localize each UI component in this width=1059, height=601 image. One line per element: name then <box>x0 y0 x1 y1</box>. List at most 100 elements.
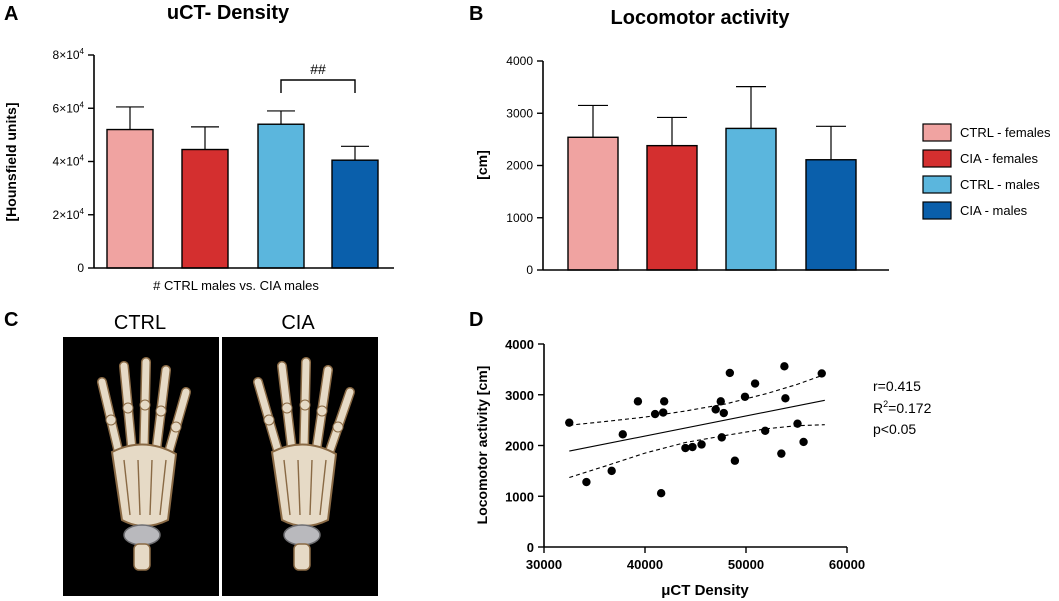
panel-d-chart: Locomotor activity [cm] μCT Density 0 100… <box>474 337 932 599</box>
bone-contour <box>283 459 291 516</box>
chart-b-title: Locomotor activity <box>611 7 791 29</box>
scatter-point <box>717 433 726 442</box>
ctrl-paw-bone-image <box>97 357 191 571</box>
legend-label-ctrl-males: CTRL - males <box>960 177 1040 192</box>
ytick-label-mantissa: 2×10 <box>53 208 80 222</box>
bone-contour <box>309 459 313 516</box>
stat-p-value: p<0.05 <box>873 421 916 437</box>
panel-letter-d: D <box>469 309 483 331</box>
panel-b-chart: Locomotor activity [cm] 0 1000 2000 3000 400… <box>474 7 889 277</box>
ytick-label-mantissa: 0 <box>77 261 84 275</box>
significance-bracket <box>280 79 356 93</box>
bar-cia-males <box>331 159 379 269</box>
bar-cia-females <box>181 148 229 269</box>
image-label-ctrl: CTRL <box>114 312 166 334</box>
bone-contour <box>159 459 167 516</box>
leg-bone <box>293 543 311 571</box>
ytick-label: 0 <box>527 540 534 555</box>
chart-d-points <box>565 362 826 498</box>
bone-contour <box>297 459 301 516</box>
panel-a-chart: uCT- Density [Hounsfield units] 02×1044×… <box>3 2 394 293</box>
chart-b-yticks: 0 1000 2000 3000 4000 <box>506 54 543 277</box>
xtick-label: 40000 <box>627 557 663 572</box>
finger-joint <box>170 421 182 433</box>
bar-cia-females <box>646 144 698 271</box>
finger-joint <box>299 399 311 411</box>
scatter-point <box>681 443 690 453</box>
metatarsal-block <box>110 443 178 527</box>
panel-letter-b: B <box>469 3 483 25</box>
chart-d-ticks: 0 1000 2000 3000 4000 30000 40000 50000 60000 <box>505 337 865 572</box>
ytick-label: 4000 <box>506 54 533 68</box>
xtick-label: 50000 <box>728 557 764 572</box>
ytick-label: 0 <box>526 263 533 277</box>
chart-a-footnote: # CTRL males vs. CIA males <box>153 278 319 293</box>
chart-d-ylabel: Locomotor activity [cm] <box>474 366 490 525</box>
finger-joint <box>139 399 151 411</box>
scatter-point <box>740 392 750 401</box>
scatter-point <box>697 440 706 449</box>
scatter-point <box>730 456 740 465</box>
cia-paw-bone-image <box>253 357 355 571</box>
bone-contour <box>137 459 141 516</box>
xtick-label: 30000 <box>526 557 562 572</box>
legend: CTRL - females CIA - females CTRL - males C… <box>922 123 1051 220</box>
ytick-label-exponent: 4 <box>80 154 85 163</box>
ytick-label: 4000 <box>505 337 534 352</box>
finger-joint <box>332 421 344 433</box>
chart-b-ylabel: [cm] <box>474 150 490 180</box>
finger-joint <box>263 414 275 426</box>
scatter-point <box>711 405 720 414</box>
scatter-point <box>650 409 660 419</box>
bone-contour <box>319 459 327 516</box>
ytick-label: 4×104 <box>53 154 85 169</box>
bar-ctrl-females <box>106 128 154 269</box>
scatter-point <box>633 397 643 406</box>
legend-label-cia-males: CIA - males <box>960 203 1028 218</box>
legend-swatch-cia-females <box>922 149 952 168</box>
ytick-label: 2000 <box>506 159 533 173</box>
ytick-label: 1000 <box>505 489 534 504</box>
scatter-point <box>565 418 574 427</box>
bone-contour <box>123 459 131 516</box>
legend-swatch-ctrl-females <box>922 123 952 142</box>
scatter-point <box>607 466 616 476</box>
scatter-point <box>656 489 666 498</box>
scatter-point <box>659 397 669 406</box>
panel-letter-c: C <box>4 309 18 331</box>
scatter-point <box>618 430 627 439</box>
xtick-label: 60000 <box>829 557 865 572</box>
ytick-label-mantissa: 4000 <box>506 54 533 68</box>
stat-r: r=0.415 <box>873 378 921 394</box>
ytick-label: 2×104 <box>53 207 85 222</box>
scatter-point <box>658 408 668 417</box>
legend-label-cia-females: CIA - females <box>960 151 1039 166</box>
bar-cia-males <box>805 159 857 271</box>
chart-a-ylabel: [Hounsfield units] <box>3 103 19 222</box>
ytick-label: 2000 <box>505 439 534 454</box>
finger-joint <box>122 402 134 414</box>
ytick-label: 8×104 <box>53 47 85 62</box>
bone-contour <box>149 459 153 516</box>
stat-r-squared: R2=0.172 <box>873 399 932 416</box>
chart-d-xlabel: μCT Density <box>661 582 749 599</box>
ytick-label: 1000 <box>506 211 533 225</box>
significance-label: ## <box>310 61 326 77</box>
ytick-label-mantissa: 8×10 <box>53 48 80 62</box>
scatter-point <box>716 397 725 406</box>
finger-joint <box>281 402 293 414</box>
scatter-point <box>817 369 826 378</box>
image-label-cia: CIA <box>281 312 315 334</box>
scatter-point <box>582 477 591 487</box>
scatter-point <box>780 362 789 371</box>
chart-d-regression <box>569 373 825 479</box>
ankle-joint <box>283 524 321 546</box>
legend-label-ctrl-females: CTRL - females <box>960 125 1051 140</box>
chart-a-bars <box>106 106 379 269</box>
scatter-point <box>760 426 770 435</box>
ytick-label-mantissa: 0 <box>526 263 533 277</box>
ytick-label-mantissa: 6×10 <box>53 101 80 115</box>
ytick-label-exponent: 4 <box>80 100 85 109</box>
